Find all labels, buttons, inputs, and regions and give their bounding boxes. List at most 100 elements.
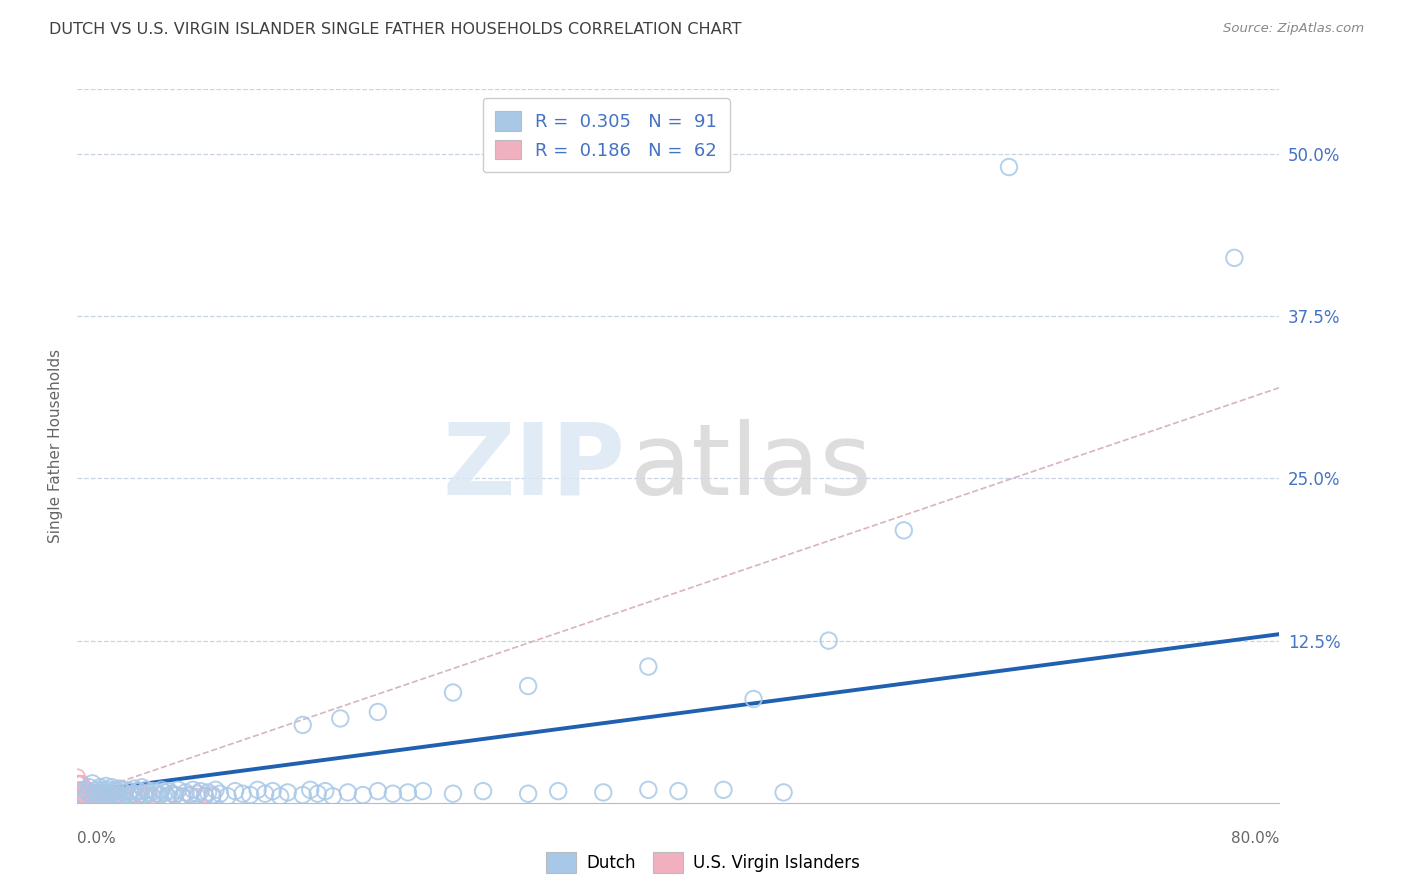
Point bbox=[336, 785, 359, 799]
Point bbox=[91, 787, 114, 801]
Point bbox=[93, 789, 115, 804]
Point bbox=[129, 787, 152, 801]
Point bbox=[89, 789, 111, 804]
Point bbox=[124, 781, 146, 796]
Point bbox=[322, 789, 344, 804]
Point bbox=[72, 789, 94, 804]
Point bbox=[197, 785, 219, 799]
Point bbox=[127, 789, 149, 804]
Point bbox=[291, 718, 314, 732]
Point bbox=[174, 785, 197, 799]
Point bbox=[217, 789, 239, 804]
Point bbox=[73, 789, 96, 804]
Point bbox=[84, 789, 107, 804]
Point bbox=[190, 784, 212, 798]
Point bbox=[254, 787, 277, 801]
Point bbox=[79, 785, 101, 799]
Point bbox=[163, 788, 186, 802]
Point bbox=[82, 789, 104, 804]
Point bbox=[172, 789, 194, 804]
Point bbox=[135, 782, 157, 797]
Point bbox=[76, 789, 98, 804]
Point bbox=[70, 776, 93, 790]
Point bbox=[100, 787, 122, 801]
Point bbox=[96, 782, 118, 797]
Legend: R =  0.305   N =  91, R =  0.186   N =  62: R = 0.305 N = 91, R = 0.186 N = 62 bbox=[482, 98, 730, 172]
Text: DUTCH VS U.S. VIRGIN ISLANDER SINGLE FATHER HOUSEHOLDS CORRELATION CHART: DUTCH VS U.S. VIRGIN ISLANDER SINGLE FAT… bbox=[49, 22, 742, 37]
Point bbox=[367, 705, 389, 719]
Point bbox=[83, 788, 105, 802]
Point bbox=[156, 789, 179, 804]
Point bbox=[149, 788, 172, 802]
Text: ZIP: ZIP bbox=[443, 419, 626, 516]
Point bbox=[143, 784, 166, 798]
Point bbox=[72, 782, 94, 797]
Point bbox=[67, 782, 90, 797]
Point bbox=[84, 785, 107, 799]
Point bbox=[69, 789, 91, 804]
Point bbox=[66, 776, 89, 790]
Text: 0.0%: 0.0% bbox=[77, 831, 117, 847]
Point bbox=[104, 782, 127, 797]
Point bbox=[84, 785, 107, 799]
Point bbox=[396, 785, 419, 799]
Point bbox=[352, 788, 374, 802]
Point bbox=[94, 787, 117, 801]
Point bbox=[79, 780, 101, 795]
Point bbox=[104, 789, 127, 804]
Point bbox=[97, 787, 120, 801]
Point bbox=[76, 782, 98, 797]
Point bbox=[104, 788, 127, 802]
Point bbox=[194, 789, 217, 804]
Point bbox=[127, 789, 149, 804]
Point bbox=[69, 782, 91, 797]
Point bbox=[160, 787, 183, 801]
Point bbox=[96, 789, 118, 804]
Point bbox=[96, 789, 118, 804]
Point bbox=[277, 785, 299, 799]
Point bbox=[713, 782, 735, 797]
Point bbox=[146, 787, 169, 801]
Point bbox=[134, 788, 156, 802]
Point bbox=[167, 782, 190, 797]
Point bbox=[90, 788, 112, 802]
Point bbox=[150, 782, 173, 797]
Point bbox=[441, 787, 464, 801]
Point bbox=[998, 160, 1021, 174]
Point bbox=[149, 788, 172, 802]
Point bbox=[307, 787, 329, 801]
Point bbox=[209, 787, 232, 801]
Point bbox=[299, 782, 322, 797]
Point bbox=[75, 789, 97, 804]
Point bbox=[329, 711, 352, 725]
Point bbox=[1223, 251, 1246, 265]
Point bbox=[82, 785, 104, 799]
Point bbox=[547, 784, 569, 798]
Point bbox=[817, 633, 839, 648]
Text: 80.0%: 80.0% bbox=[1232, 831, 1279, 847]
Point bbox=[262, 784, 284, 798]
Point bbox=[141, 789, 163, 804]
Point bbox=[86, 788, 108, 802]
Point bbox=[367, 784, 389, 798]
Point bbox=[201, 788, 224, 802]
Point bbox=[194, 788, 217, 802]
Text: atlas: atlas bbox=[630, 419, 872, 516]
Point bbox=[138, 788, 160, 802]
Point bbox=[82, 789, 104, 804]
Point bbox=[668, 784, 690, 798]
Point bbox=[107, 788, 129, 802]
Point bbox=[224, 784, 246, 798]
Point bbox=[772, 785, 794, 799]
Point bbox=[108, 788, 131, 802]
Point bbox=[637, 782, 659, 797]
Point bbox=[91, 782, 114, 797]
Point bbox=[101, 780, 124, 795]
Text: Source: ZipAtlas.com: Source: ZipAtlas.com bbox=[1223, 22, 1364, 36]
Point bbox=[129, 788, 152, 802]
Point bbox=[67, 789, 90, 804]
Point bbox=[80, 785, 103, 799]
Point bbox=[134, 789, 156, 804]
Point bbox=[114, 788, 136, 802]
Point bbox=[172, 789, 194, 804]
